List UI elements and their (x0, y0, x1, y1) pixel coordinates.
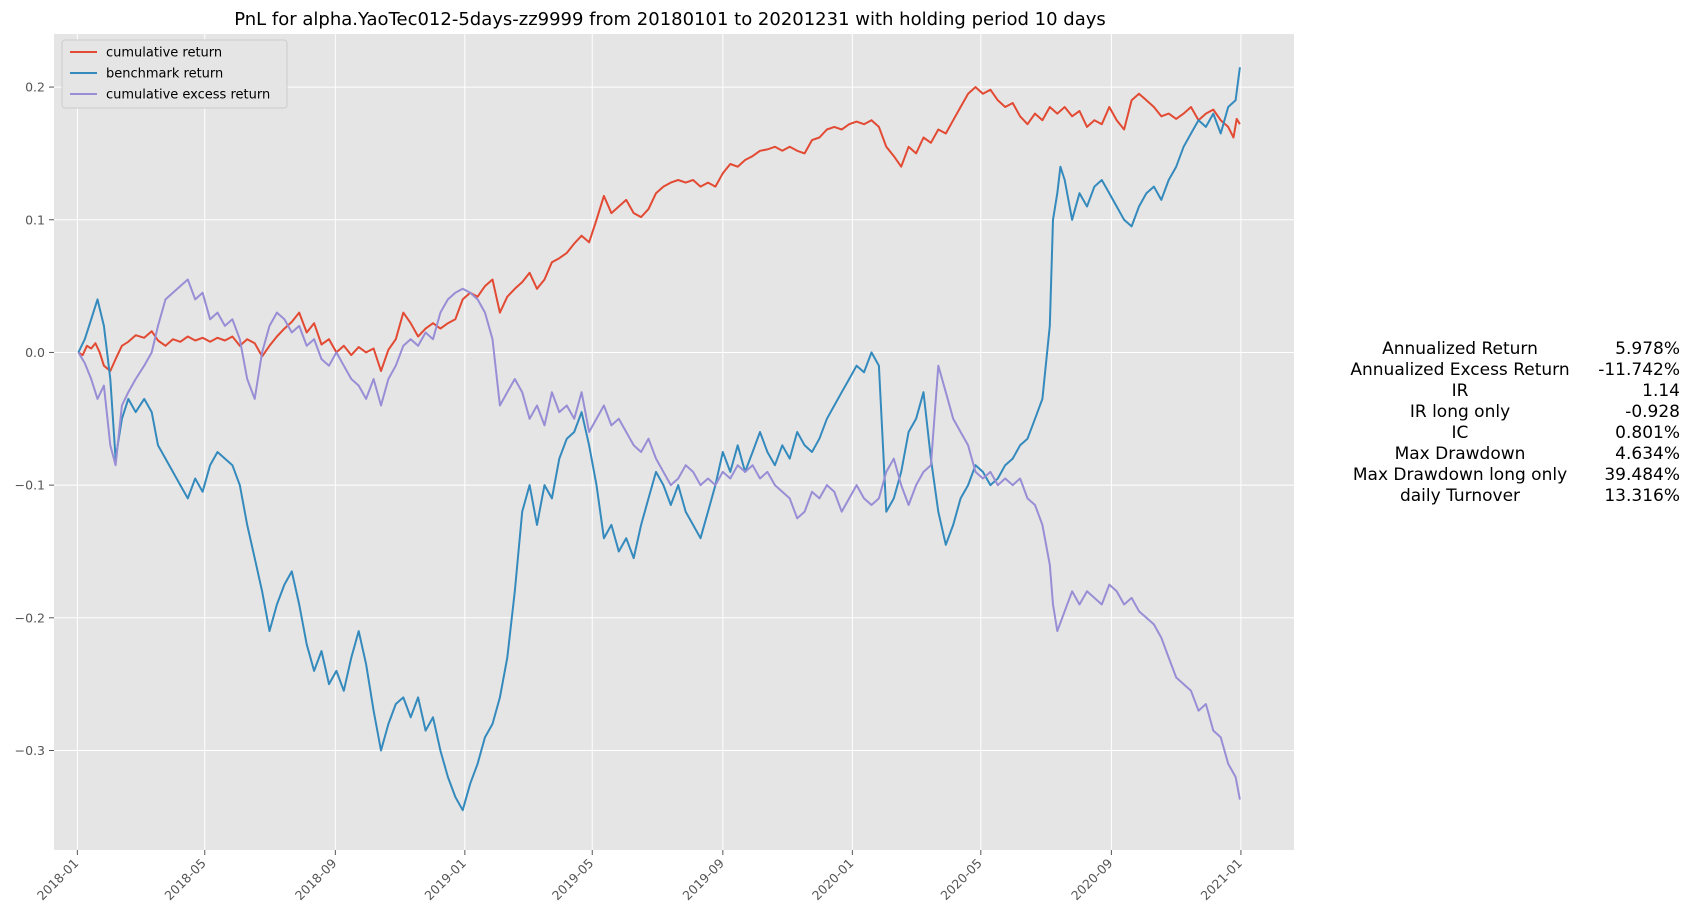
stat-row: IC 0.801% (1350, 423, 1700, 444)
y-tick-label: −0.1 (15, 478, 45, 493)
stat-label: IC (1451, 423, 1469, 443)
y-tick-label: −0.3 (15, 743, 45, 758)
stat-value: 13.316% (1604, 486, 1680, 506)
x-tick-label: 2019-05 (549, 856, 597, 904)
legend-label: cumulative excess return (106, 88, 270, 103)
legend: cumulative return benchmark return cumulat… (61, 39, 288, 109)
y-tick-label: 0.2 (25, 80, 45, 95)
stat-label: Max Drawdown (1394, 444, 1526, 464)
stat-value: 0.801% (1615, 423, 1680, 443)
stat-row: Annualized Return 5.978% (1350, 339, 1700, 360)
y-tick-label: 0.1 (25, 212, 45, 227)
x-tick-label: 2021-01 (1197, 856, 1245, 904)
stats-table: Annualized Return 5.978% Annualized Exce… (1350, 339, 1700, 507)
stat-row: IR 1.14 (1350, 381, 1700, 402)
stat-label: Annualized Excess Return (1350, 360, 1570, 380)
legend-label: benchmark return (106, 67, 223, 82)
x-tick-label: 2019-01 (421, 856, 469, 904)
legend-label: cumulative return (106, 46, 222, 61)
stat-label: IR long only (1409, 402, 1511, 422)
x-tick-label: 2018-05 (161, 856, 209, 904)
y-tick-label: −0.2 (15, 610, 45, 625)
series-line-cumulative-return (77, 86, 1241, 372)
x-tick-label: 2018-09 (292, 855, 340, 903)
stat-value: 4.634% (1615, 444, 1680, 464)
stat-row: daily Turnover 13.316% (1350, 486, 1700, 507)
stat-row: Annualized Excess Return -11.742% (1350, 360, 1700, 381)
series-line-cumulative-excess-return (77, 278, 1241, 800)
stat-label: Max Drawdown long only (1352, 465, 1568, 485)
stat-row: IR long only -0.928 (1350, 402, 1700, 423)
series-lines (77, 67, 1241, 812)
stat-row: Max Drawdown 4.634% (1350, 444, 1700, 465)
stat-value: 1.14 (1642, 381, 1680, 401)
stat-label: Annualized Return (1382, 339, 1538, 359)
series-line-benchmark-return (77, 67, 1241, 812)
stat-value: 5.978% (1615, 339, 1680, 359)
x-tick-label: 2020-09 (1068, 855, 1116, 903)
grid-lines (54, 34, 1294, 850)
stat-value: -11.742% (1598, 360, 1680, 380)
stat-value: -0.928 (1625, 402, 1680, 422)
y-tick-label: 0.0 (25, 345, 45, 360)
stat-label: IR (1451, 381, 1469, 401)
stat-value: 39.484% (1604, 465, 1680, 485)
x-tick-label: 2020-05 (937, 856, 985, 904)
stat-label: daily Turnover (1399, 486, 1521, 506)
x-tick-label: 2018-01 (34, 856, 82, 904)
plot-area (54, 34, 1294, 850)
chart-title: PnL for alpha.YaoTec012-5days-zz9999 fro… (234, 9, 1106, 30)
stat-row: Max Drawdown long only 39.484% (1350, 465, 1700, 486)
legend-box (61, 39, 288, 109)
x-tick-label: 2020-01 (809, 856, 857, 904)
x-tick-label: 2019-09 (679, 855, 727, 903)
